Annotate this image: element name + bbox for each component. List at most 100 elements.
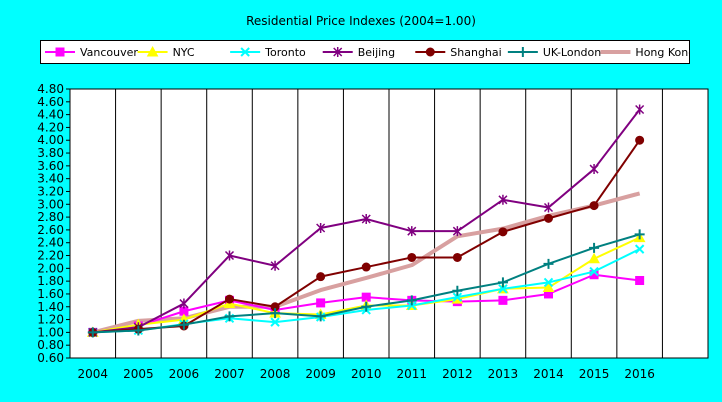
legend-label: Beijing	[358, 46, 395, 59]
y-tick-label: 3.80	[37, 146, 64, 160]
data-point-beijing	[88, 327, 98, 338]
data-point-shanghai	[589, 201, 599, 211]
legend-item-vancouver: Vancouver	[45, 46, 138, 59]
data-point-shanghai	[225, 294, 234, 304]
y-tick-label: 0.60	[37, 351, 64, 365]
data-point-shanghai	[88, 327, 98, 337]
series-beijing	[88, 104, 645, 338]
x-tick-label: 2006	[169, 367, 200, 381]
series-shanghai	[88, 135, 645, 337]
y-tick-label: 2.40	[37, 236, 64, 250]
data-point-vancouver	[179, 306, 189, 316]
data-point-shanghai	[361, 262, 371, 272]
data-point-shanghai	[544, 213, 553, 223]
y-tick-label: 2.60	[37, 223, 64, 237]
data-point-shanghai	[179, 321, 189, 331]
legend-marker	[333, 47, 343, 57]
data-point-toronto	[634, 244, 645, 254]
data-point-nyc	[633, 231, 646, 243]
y-tick-label: 1.80	[37, 274, 64, 288]
plot-area	[69, 88, 709, 359]
data-point-beijing	[224, 250, 235, 261]
chart-title: Residential Price Indexes (2004=1.00)	[246, 14, 476, 28]
data-point-nyc	[542, 281, 555, 293]
data-point-vancouver	[589, 270, 599, 280]
legend-item-beijing: Beijing	[322, 46, 395, 59]
legend-item-nyc: NYC	[137, 45, 195, 59]
data-point-uk-london	[452, 285, 463, 296]
series-nyc	[86, 231, 646, 337]
legend-label: NYC	[173, 46, 195, 59]
y-tick-label: 3.00	[37, 197, 64, 211]
legend-label: Shanghai	[450, 46, 501, 59]
data-point-uk-london	[270, 308, 281, 319]
series-line-nyc	[92, 236, 641, 334]
x-tick-label: 2014	[533, 367, 564, 381]
series-uk-london	[87, 229, 645, 338]
y-tick-label: 1.00	[37, 325, 64, 339]
data-point-toronto	[589, 266, 599, 277]
y-tick-label: 1.20	[37, 313, 64, 327]
data-point-nyc	[269, 307, 281, 318]
data-point-nyc	[451, 293, 464, 304]
y-tick-label: 4.80	[37, 82, 64, 96]
data-point-toronto	[452, 292, 463, 302]
data-point-vancouver	[544, 289, 553, 299]
y-tick-label: 3.40	[37, 172, 64, 186]
data-point-nyc	[314, 308, 327, 319]
legend-label: Toronto	[264, 46, 306, 59]
y-tick-label: 3.20	[37, 184, 64, 198]
data-point-beijing	[133, 322, 143, 333]
y-tick-label: 4.40	[37, 108, 64, 122]
x-tick-label: 2016	[624, 367, 655, 381]
x-tick-label: 2004	[78, 367, 109, 381]
legend-marker	[55, 47, 65, 57]
data-point-uk-london	[589, 242, 600, 253]
x-tick-label: 2010	[351, 367, 382, 381]
data-point-vancouver	[407, 295, 417, 305]
legend-label: Vancouver	[80, 46, 138, 59]
data-point-uk-london	[361, 301, 372, 312]
series-line-vancouver	[92, 273, 640, 334]
data-point-toronto	[407, 300, 417, 311]
y-tick-label: 2.00	[37, 261, 64, 275]
legend-item-hong-kong: Hong Kong	[600, 46, 695, 59]
x-tick-label: 2012	[442, 367, 473, 381]
y-tick-label: 4.00	[37, 133, 64, 147]
legend-item-toronto: Toronto	[230, 46, 306, 59]
data-point-toronto	[179, 319, 189, 329]
series-line-shanghai	[92, 139, 641, 334]
data-point-toronto	[224, 313, 235, 323]
data-point-uk-london	[634, 229, 645, 240]
series-toronto	[88, 244, 645, 338]
data-point-toronto	[133, 325, 144, 336]
data-point-vancouver	[88, 327, 98, 337]
data-point-shanghai	[407, 252, 417, 262]
data-point-shanghai	[316, 272, 326, 282]
y-tick-label: 2.80	[37, 210, 64, 224]
data-point-vancouver	[635, 276, 645, 286]
data-point-uk-london	[87, 327, 98, 338]
x-tick-label: 2013	[488, 367, 519, 381]
data-point-nyc	[360, 299, 373, 310]
data-point-vancouver	[452, 297, 462, 307]
legend: Vancouver NYC Toronto Beijing Shanghai UK-Lon…	[40, 40, 695, 64]
data-point-uk-london	[224, 311, 235, 322]
legend-label: UK-London	[543, 46, 601, 59]
x-tick-label: 2005	[123, 367, 154, 381]
x-tick-label: 2007	[214, 367, 245, 381]
data-point-vancouver	[316, 298, 326, 308]
data-point-toronto	[498, 284, 508, 294]
data-point-beijing	[498, 194, 508, 205]
y-tick-label: 3.60	[37, 159, 64, 173]
legend-item-uk-london: UK-London	[507, 46, 601, 59]
data-point-beijing	[452, 226, 462, 237]
data-point-beijing	[543, 202, 554, 213]
data-point-toronto	[361, 305, 371, 315]
data-point-vancouver	[498, 295, 508, 305]
data-point-uk-london	[406, 295, 417, 306]
x-tick-label: 2011	[397, 367, 428, 381]
series-vancouver	[88, 270, 645, 337]
data-point-vancouver	[225, 295, 234, 305]
x-tick-label: 2009	[305, 367, 336, 381]
